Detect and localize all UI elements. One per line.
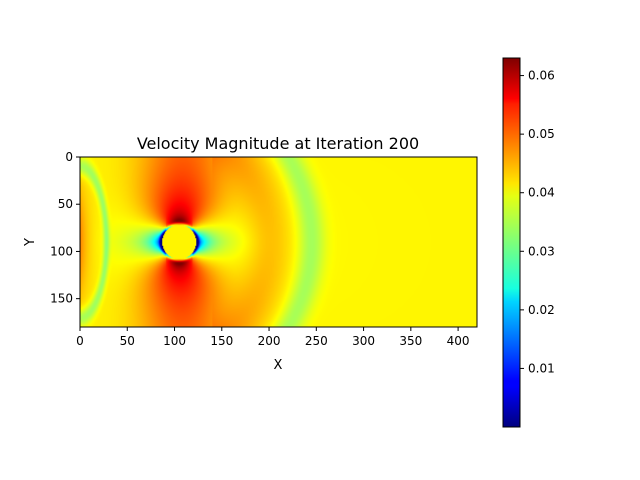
x-tick-label: 250 bbox=[305, 334, 328, 348]
x-tick-label: 50 bbox=[120, 334, 135, 348]
x-tick-label: 0 bbox=[76, 334, 84, 348]
colorbar-tick-label: 0.01 bbox=[528, 361, 555, 375]
colorbar-tick-label: 0.02 bbox=[528, 303, 555, 317]
heatmap-area bbox=[79, 156, 478, 328]
velocity-field-image bbox=[80, 157, 477, 327]
x-axis-ticks: 0 50 100 150 200 250 300 350 400 bbox=[76, 327, 470, 348]
x-tick-label: 350 bbox=[399, 334, 422, 348]
colorbar-tick-label: 0.03 bbox=[528, 244, 555, 258]
colorbar-gradient bbox=[503, 58, 520, 427]
y-tick-label: 50 bbox=[58, 197, 73, 211]
colorbar-tick-label: 0.05 bbox=[528, 127, 555, 141]
y-axis-label: Y bbox=[23, 238, 38, 247]
y-tick-label: 150 bbox=[50, 292, 73, 306]
colorbar-tick-label: 0.04 bbox=[528, 186, 555, 200]
plot-frame bbox=[79, 156, 478, 328]
x-tick-label: 100 bbox=[163, 334, 186, 348]
colorbar-frame bbox=[502, 57, 521, 428]
x-axis-label: X bbox=[274, 358, 283, 373]
x-tick-label: 150 bbox=[210, 334, 233, 348]
x-tick-label: 400 bbox=[447, 334, 470, 348]
y-tick-label: 100 bbox=[50, 244, 73, 258]
chart-title: Velocity Magnitude at Iteration 200 bbox=[137, 134, 419, 153]
colorbar: 0.01 0.02 0.03 0.04 0.05 0.06 bbox=[502, 57, 555, 428]
x-tick-label: 200 bbox=[258, 334, 281, 348]
y-axis-ticks: 0 50 100 150 bbox=[50, 150, 80, 306]
colorbar-tick-label: 0.06 bbox=[528, 69, 555, 83]
x-tick-label: 300 bbox=[352, 334, 375, 348]
colorbar-ticks: 0.01 0.02 0.03 0.04 0.05 0.06 bbox=[520, 69, 555, 375]
y-tick-label: 0 bbox=[65, 150, 73, 164]
